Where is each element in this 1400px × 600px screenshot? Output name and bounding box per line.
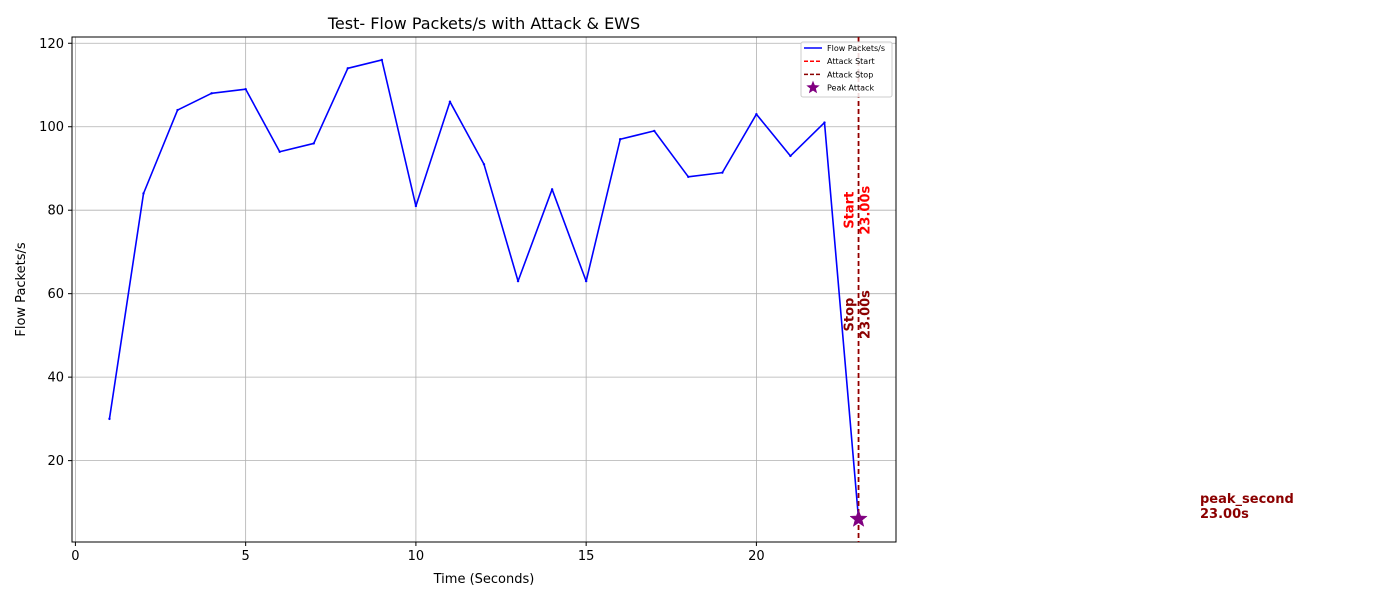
y-tick-label: 80 — [47, 204, 64, 219]
data-point — [142, 192, 145, 195]
legend-label: Flow Packets/s — [827, 44, 885, 53]
data-point — [380, 58, 384, 62]
y-axis-label: Flow Packets/s — [14, 242, 29, 336]
y-tick-label: 60 — [47, 287, 64, 302]
data-point — [278, 150, 281, 153]
data-point — [312, 142, 315, 145]
data-point — [176, 108, 179, 112]
legend-label: Attack Stop — [827, 70, 873, 79]
y-tick-label: 20 — [47, 454, 64, 469]
data-point — [244, 87, 247, 91]
y-tick-label: 100 — [39, 120, 64, 135]
legend-label: Peak Attack — [827, 84, 874, 93]
x-axis-label: Time (Seconds) — [433, 572, 535, 587]
peak-star-marker — [849, 509, 868, 527]
vline-label-value: 23.00s — [859, 290, 874, 339]
peak-annotation-line1: peak_second — [1200, 492, 1294, 507]
legend-box — [800, 41, 893, 98]
vline-label-word: Start — [843, 192, 858, 229]
series-line — [108, 59, 860, 520]
legend-star-swatch — [806, 80, 820, 94]
vline-label-word: Stop — [843, 298, 858, 332]
peak-annotation: peak_second 23.00s — [1200, 492, 1294, 522]
vline-label-value: 23.00s — [859, 186, 874, 235]
y-tick-label: 120 — [39, 37, 64, 52]
data-point — [516, 279, 520, 283]
data-point — [721, 171, 724, 174]
data-point — [210, 92, 213, 95]
chart-title: Test- Flow Packets/s with Attack & EWS — [327, 14, 640, 33]
data-point — [653, 129, 656, 133]
peak-annotation-line2: 23.00s — [1200, 507, 1249, 522]
x-tick-label: 15 — [578, 549, 595, 564]
data-point — [346, 67, 350, 70]
data-point — [448, 100, 452, 103]
data-point — [789, 154, 792, 158]
data-point — [755, 113, 758, 116]
x-tick-label: 0 — [71, 549, 79, 564]
data-point — [482, 163, 486, 166]
data-point — [687, 175, 690, 179]
plot-frame — [71, 36, 897, 543]
data-point — [414, 204, 418, 208]
x-tick-label: 20 — [748, 549, 765, 564]
data-point — [550, 188, 554, 191]
legend-label: Attack Start — [827, 57, 875, 66]
data-point — [618, 138, 622, 141]
data-point — [823, 121, 826, 124]
x-tick-label: 5 — [242, 549, 250, 564]
data-point — [108, 417, 111, 421]
y-tick-label: 40 — [47, 371, 64, 386]
x-tick-label: 10 — [408, 549, 425, 564]
data-point — [584, 279, 588, 283]
